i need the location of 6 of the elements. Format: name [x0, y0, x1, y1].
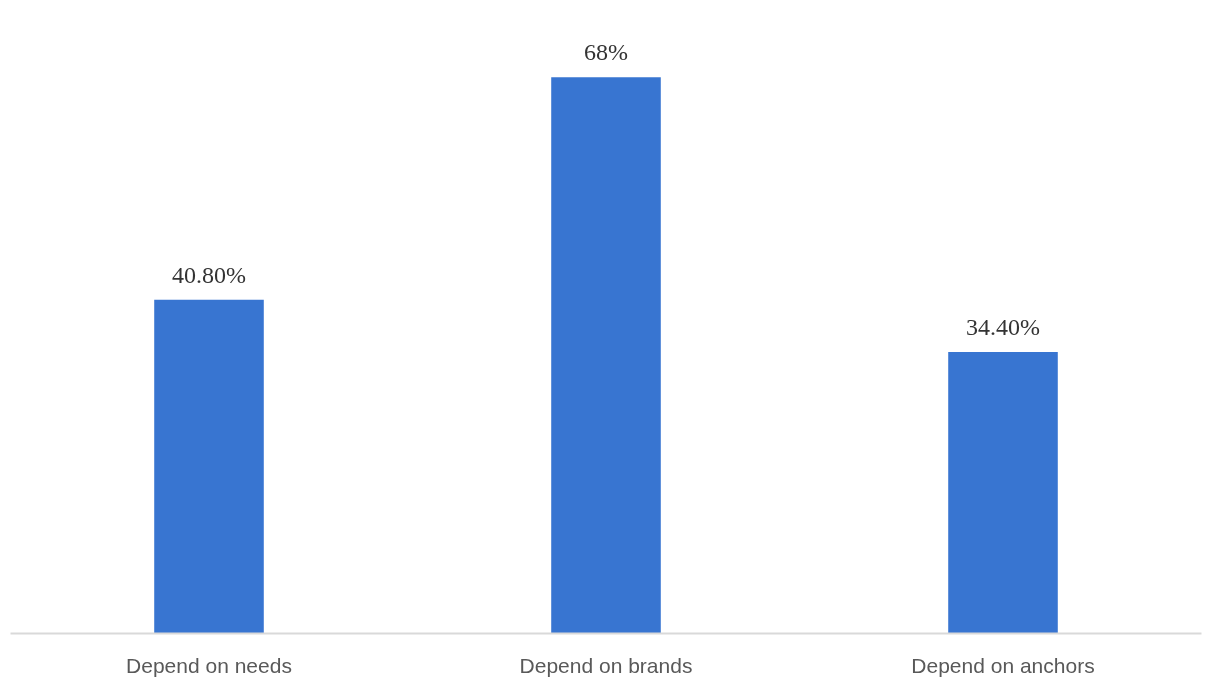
data-label: 40.80%: [172, 261, 246, 288]
data-label: 68%: [584, 39, 628, 66]
x-tick-label: Depend on needs: [126, 653, 292, 677]
data-label: 34.40%: [966, 314, 1040, 341]
x-tick-label: Depend on anchors: [911, 653, 1095, 677]
x-tick-label: Depend on brands: [519, 653, 693, 677]
